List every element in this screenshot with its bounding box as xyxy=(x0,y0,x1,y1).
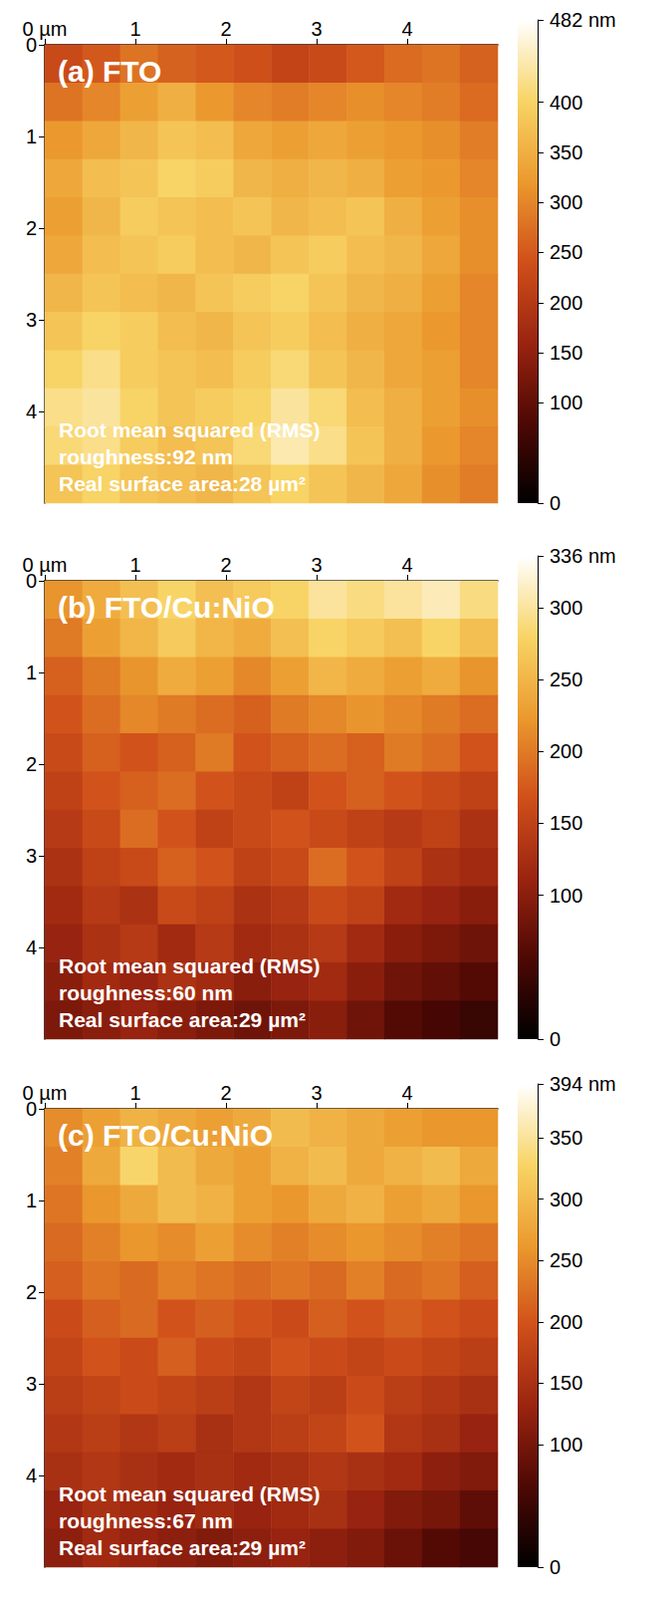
svg-text:200: 200 xyxy=(549,739,583,762)
svg-text:Root mean squared (RMS): Root mean squared (RMS) xyxy=(58,953,321,977)
svg-text:3: 3 xyxy=(25,1371,37,1394)
svg-text:150: 150 xyxy=(549,341,583,364)
svg-text:100: 100 xyxy=(549,391,583,414)
svg-text:1: 1 xyxy=(129,1081,141,1104)
svg-text:2: 2 xyxy=(25,752,37,775)
svg-text:300: 300 xyxy=(549,1187,583,1210)
svg-text:roughness:60 nm: roughness:60 nm xyxy=(58,980,233,1004)
svg-text:4: 4 xyxy=(401,553,413,576)
svg-text:4: 4 xyxy=(401,1081,413,1104)
svg-text:250: 250 xyxy=(549,240,583,263)
svg-text:(c) FTO/Cu:NiO: (c) FTO/Cu:NiO xyxy=(57,1118,273,1151)
svg-text:150: 150 xyxy=(549,811,583,834)
svg-text:300: 300 xyxy=(549,191,583,214)
svg-text:Real surface area:29 µm²: Real surface area:29 µm² xyxy=(58,1007,306,1031)
svg-text:0: 0 xyxy=(549,1027,561,1050)
svg-text:2: 2 xyxy=(25,1280,37,1303)
svg-text:300: 300 xyxy=(549,596,583,619)
svg-text:482 nm: 482 nm xyxy=(549,8,617,31)
svg-text:Real surface area:29 µm²: Real surface area:29 µm² xyxy=(58,1535,306,1559)
svg-text:1: 1 xyxy=(129,553,141,576)
svg-text:2: 2 xyxy=(220,17,231,40)
svg-text:100: 100 xyxy=(549,1432,583,1455)
svg-text:4: 4 xyxy=(25,935,37,958)
svg-text:roughness:92 nm: roughness:92 nm xyxy=(58,445,233,468)
svg-text:250: 250 xyxy=(549,668,583,690)
svg-text:3: 3 xyxy=(310,17,322,40)
svg-text:Root mean squared (RMS): Root mean squared (RMS) xyxy=(58,1481,321,1505)
svg-text:394 nm: 394 nm xyxy=(549,1072,617,1095)
svg-text:1: 1 xyxy=(129,17,141,40)
svg-text:0 µm: 0 µm xyxy=(22,17,68,40)
svg-text:3: 3 xyxy=(25,844,37,867)
svg-text:1: 1 xyxy=(25,661,37,683)
svg-text:4: 4 xyxy=(25,1463,37,1486)
svg-text:0 µm: 0 µm xyxy=(22,1081,68,1104)
svg-text:0: 0 xyxy=(25,1097,37,1120)
svg-text:2: 2 xyxy=(25,217,37,239)
svg-text:0 µm: 0 µm xyxy=(22,553,68,576)
svg-text:200: 200 xyxy=(549,1310,583,1333)
svg-text:336 nm: 336 nm xyxy=(549,544,617,567)
svg-text:0: 0 xyxy=(25,33,37,56)
svg-text:0: 0 xyxy=(549,491,561,514)
svg-text:350: 350 xyxy=(549,141,583,164)
svg-text:3: 3 xyxy=(310,1081,322,1104)
svg-text:100: 100 xyxy=(549,884,583,906)
svg-text:(a) FTO: (a) FTO xyxy=(57,54,162,88)
svg-text:3: 3 xyxy=(25,308,37,331)
svg-text:4: 4 xyxy=(401,17,413,40)
svg-text:(b) FTO/Cu:NiO: (b) FTO/Cu:NiO xyxy=(57,590,275,624)
svg-text:4: 4 xyxy=(25,400,37,423)
svg-text:Real surface area:28 µm²: Real surface area:28 µm² xyxy=(58,471,306,495)
svg-text:2: 2 xyxy=(220,1081,231,1104)
svg-text:250: 250 xyxy=(549,1248,583,1271)
svg-text:0: 0 xyxy=(549,1555,561,1577)
svg-text:400: 400 xyxy=(549,91,583,114)
svg-text:1: 1 xyxy=(25,125,37,148)
svg-text:3: 3 xyxy=(310,553,322,576)
svg-text:2: 2 xyxy=(220,553,231,576)
svg-text:200: 200 xyxy=(549,291,583,314)
svg-text:150: 150 xyxy=(549,1370,583,1393)
svg-text:roughness:67 nm: roughness:67 nm xyxy=(58,1508,233,1532)
svg-text:Root mean squared (RMS): Root mean squared (RMS) xyxy=(58,418,321,442)
svg-text:1: 1 xyxy=(25,1188,37,1211)
svg-text:0: 0 xyxy=(25,569,37,592)
svg-text:350: 350 xyxy=(549,1125,583,1148)
